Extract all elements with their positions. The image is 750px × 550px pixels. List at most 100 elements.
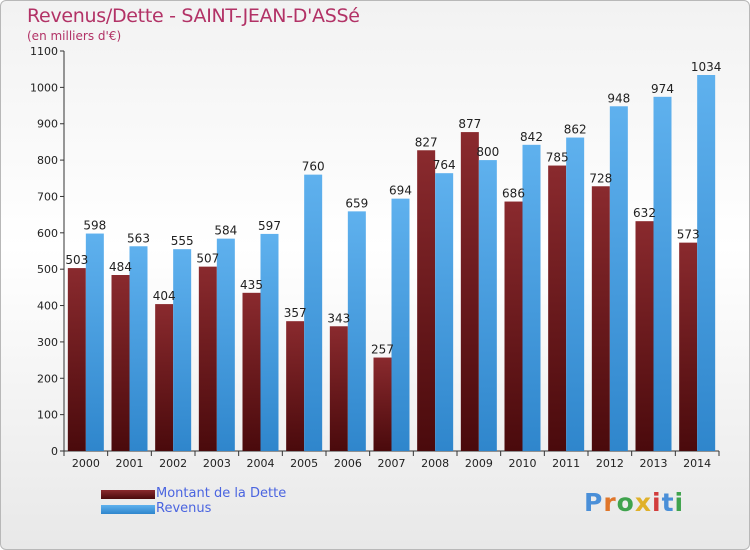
bar-revenus-2002 [173, 249, 192, 451]
x-tick-label: 2010 [509, 457, 537, 470]
logo-letter: x [634, 488, 652, 517]
x-tick-label: 2001 [116, 457, 144, 470]
data-label-revenus-2004: 597 [258, 219, 281, 233]
y-tick-label: 400 [37, 300, 58, 313]
x-tick-label: 2009 [465, 457, 493, 470]
bar-revenus-2013 [653, 96, 672, 452]
bar-revenus-2003 [216, 238, 235, 451]
x-tick-label: 2006 [334, 457, 362, 470]
bar-dette-2012 [591, 186, 610, 452]
bar-dette-2007 [373, 357, 392, 451]
chart-title: Revenus/Dette - SAINT-JEAN-D'ASSé [27, 5, 360, 27]
data-label-revenus-2008: 764 [433, 158, 456, 172]
data-label-revenus-2000: 598 [83, 219, 106, 233]
data-label-revenus-2003: 584 [214, 224, 237, 238]
x-tick-label: 2004 [247, 457, 275, 470]
bar-dette-2008 [417, 150, 436, 452]
data-label-dette-2007: 257 [371, 343, 394, 357]
y-tick-label: 900 [37, 118, 58, 131]
bar-revenus-2010 [522, 144, 541, 451]
bar-revenus-2001 [129, 246, 148, 451]
legend-swatch-revenus [101, 505, 155, 514]
y-tick-label: 1100 [30, 45, 58, 58]
data-label-revenus-2001: 563 [127, 231, 150, 245]
y-tick-label: 600 [37, 227, 58, 240]
bar-dette-2013 [635, 221, 654, 451]
bar-dette-2005 [286, 321, 305, 451]
y-tick-label: 100 [37, 409, 58, 422]
data-label-dette-2004: 435 [240, 278, 263, 292]
bar-revenus-2009 [478, 160, 497, 451]
y-tick-label: 200 [37, 372, 58, 385]
x-tick-label: 2003 [203, 457, 231, 470]
legend-label-revenus: Revenus [156, 501, 212, 516]
bar-revenus-2014 [697, 75, 716, 451]
logo-letter: P [584, 488, 604, 517]
x-tick-label: 2007 [378, 457, 406, 470]
legend-label-dette: Montant de la Dette [156, 486, 287, 501]
bar-revenus-2007 [391, 198, 410, 451]
bar-dette-2002 [155, 304, 174, 451]
bar-dette-2011 [548, 165, 567, 451]
data-label-revenus-2009: 800 [476, 145, 499, 159]
data-label-dette-2010: 686 [502, 187, 525, 201]
logo-letter: i [674, 488, 685, 517]
y-tick-label: 500 [37, 263, 58, 276]
data-label-revenus-2005: 760 [302, 160, 325, 174]
bar-dette-2010 [504, 201, 523, 451]
bar-revenus-2000 [85, 233, 104, 451]
x-tick-label: 2011 [552, 457, 580, 470]
y-tick-label: 300 [37, 336, 58, 349]
proxiti-logo: Proxiti [584, 488, 684, 517]
y-tick-label: 700 [37, 190, 58, 203]
data-label-dette-2000: 503 [65, 253, 88, 267]
bar-revenus-2008 [435, 173, 454, 451]
bar-dette-2014 [679, 242, 698, 451]
x-tick-label: 2005 [290, 457, 318, 470]
logo-letter: t [661, 488, 675, 517]
bar-revenus-2012 [609, 106, 628, 451]
bar-dette-2006 [329, 326, 348, 451]
x-tick-label: 2012 [596, 457, 624, 470]
data-label-dette-2005: 357 [284, 306, 307, 320]
data-label-dette-2002: 404 [153, 289, 176, 303]
data-label-dette-2008: 827 [415, 135, 438, 149]
data-label-revenus-2011: 862 [564, 123, 587, 137]
logo-letter: i [652, 488, 662, 517]
bar-revenus-2011 [566, 137, 585, 451]
x-tick-label: 2000 [72, 457, 100, 470]
data-label-revenus-2012: 948 [607, 91, 630, 105]
x-tick-label: 2014 [683, 457, 711, 470]
data-label-revenus-2010: 842 [520, 130, 543, 144]
data-label-revenus-2002: 555 [171, 234, 194, 248]
bar-revenus-2004 [260, 233, 279, 451]
data-label-revenus-2013: 974 [651, 82, 674, 96]
bar-dette-2001 [111, 275, 130, 451]
x-tick-label: 2002 [159, 457, 187, 470]
bar-dette-2004 [242, 292, 261, 451]
data-label-dette-2006: 343 [327, 311, 350, 325]
y-tick-label: 0 [51, 445, 58, 458]
data-label-dette-2011: 785 [546, 151, 569, 165]
data-label-revenus-2014: 1034 [691, 60, 722, 74]
bar-dette-2009 [460, 132, 479, 451]
y-tick-label: 1000 [30, 81, 58, 94]
data-label-dette-2012: 728 [589, 171, 612, 185]
y-tick-label: 800 [37, 154, 58, 167]
data-label-dette-2009: 877 [458, 117, 481, 131]
data-label-dette-2013: 632 [633, 206, 656, 220]
data-label-dette-2001: 484 [109, 260, 132, 274]
data-label-revenus-2006: 659 [345, 196, 368, 210]
bar-revenus-2005 [304, 174, 323, 452]
x-tick-label: 2013 [640, 457, 668, 470]
data-label-dette-2014: 573 [677, 228, 700, 242]
bar-dette-2003 [198, 266, 217, 451]
bar-revenus-2006 [347, 211, 366, 451]
data-label-revenus-2007: 694 [389, 184, 412, 198]
x-tick-label: 2008 [421, 457, 449, 470]
logo-letter: o [616, 488, 635, 517]
bar-dette-2000 [67, 268, 86, 451]
logo-letter: r [603, 488, 617, 517]
